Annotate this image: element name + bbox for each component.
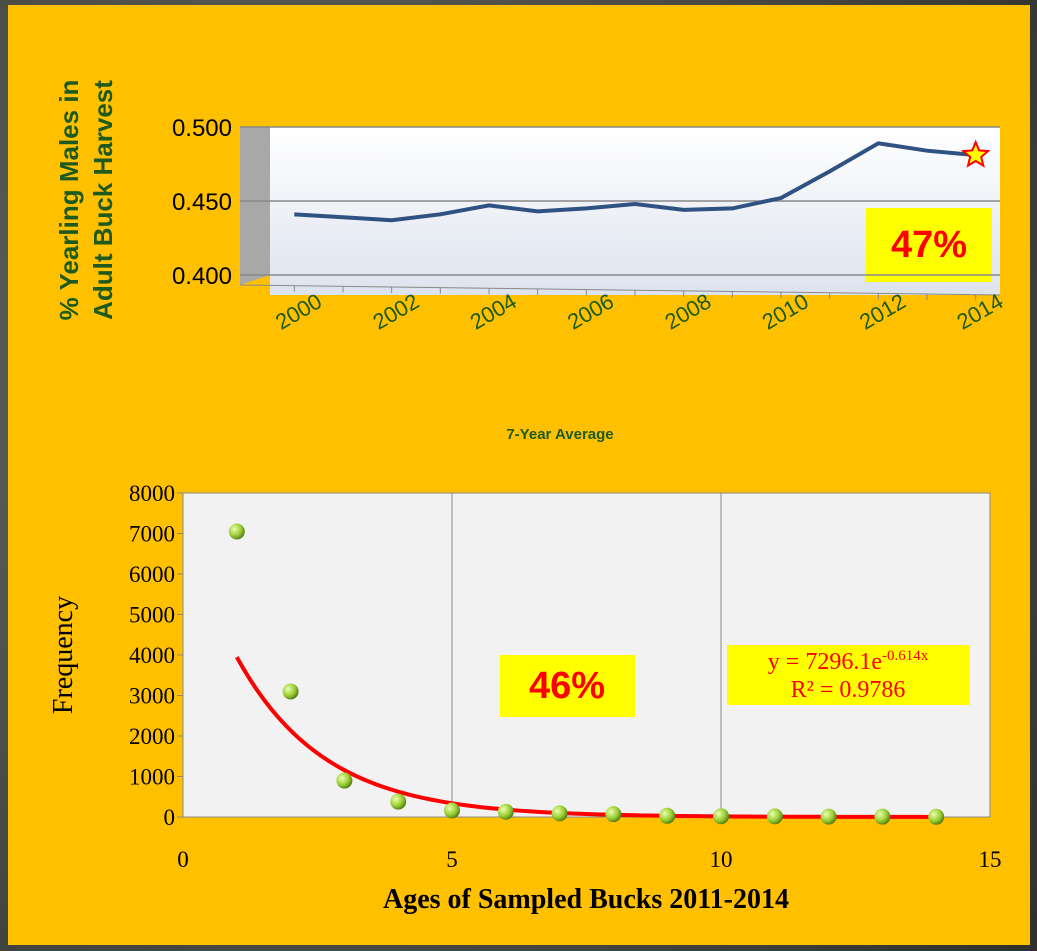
point — [551, 805, 568, 822]
y-tick-label: 0.400 — [172, 263, 232, 290]
trendline — [235, 656, 937, 819]
point — [766, 808, 783, 825]
y-tick-label: 5000 — [129, 603, 175, 628]
y-tick-label: 6000 — [129, 562, 175, 587]
equation-exponent: -0.614x — [882, 648, 929, 664]
point — [497, 803, 514, 820]
y-tick-label: 8000 — [129, 481, 175, 506]
x-tick-label: 15 — [979, 847, 1002, 872]
y-tick-label: 1000 — [129, 765, 175, 790]
point — [713, 808, 729, 825]
y-tick-label: 4000 — [129, 643, 175, 668]
annotation: 46% — [529, 665, 605, 707]
point — [874, 808, 891, 825]
line-series — [294, 141, 976, 223]
point — [444, 802, 460, 819]
y-tick-label: 0 — [164, 805, 176, 830]
point — [928, 808, 945, 825]
y-axis-title: % Yearling Males in — [54, 80, 84, 321]
x-tick-label: 0 — [177, 847, 189, 872]
point — [820, 808, 837, 825]
point — [282, 683, 299, 700]
y-axis-title: Frequency — [48, 596, 79, 714]
y-tick-label: 0.450 — [172, 189, 232, 216]
y-tick-label: 2000 — [129, 724, 175, 749]
annotation-box — [500, 655, 635, 717]
annotation: 47% — [891, 224, 967, 266]
point — [390, 793, 407, 810]
r-squared: R² = 0.9786 — [791, 677, 906, 703]
y-axis-title: Adult Buck Harvest — [88, 80, 118, 320]
x-tick-label: 5 — [446, 847, 458, 872]
point — [336, 772, 353, 789]
annotation-box — [866, 208, 992, 282]
point — [228, 523, 245, 540]
equation-base: y = 7296.1e — [768, 649, 882, 675]
y-tick-label: 3000 — [129, 684, 175, 709]
equation: y = 7296.1e-0.614x — [768, 648, 929, 675]
point — [605, 806, 622, 823]
y-tick-label: 0.500 — [172, 115, 232, 142]
point-marker — [960, 139, 991, 168]
x-tick-label: 10 — [710, 847, 733, 872]
x-axis-title: Ages of Sampled Bucks 2011-2014 — [383, 884, 789, 915]
y-tick-label: 7000 — [129, 522, 175, 547]
x-axis — [239, 284, 1001, 296]
point — [659, 807, 676, 824]
side-wall — [240, 127, 270, 285]
equation-box — [727, 645, 970, 705]
subtitle: 7-Year Average — [506, 426, 613, 443]
